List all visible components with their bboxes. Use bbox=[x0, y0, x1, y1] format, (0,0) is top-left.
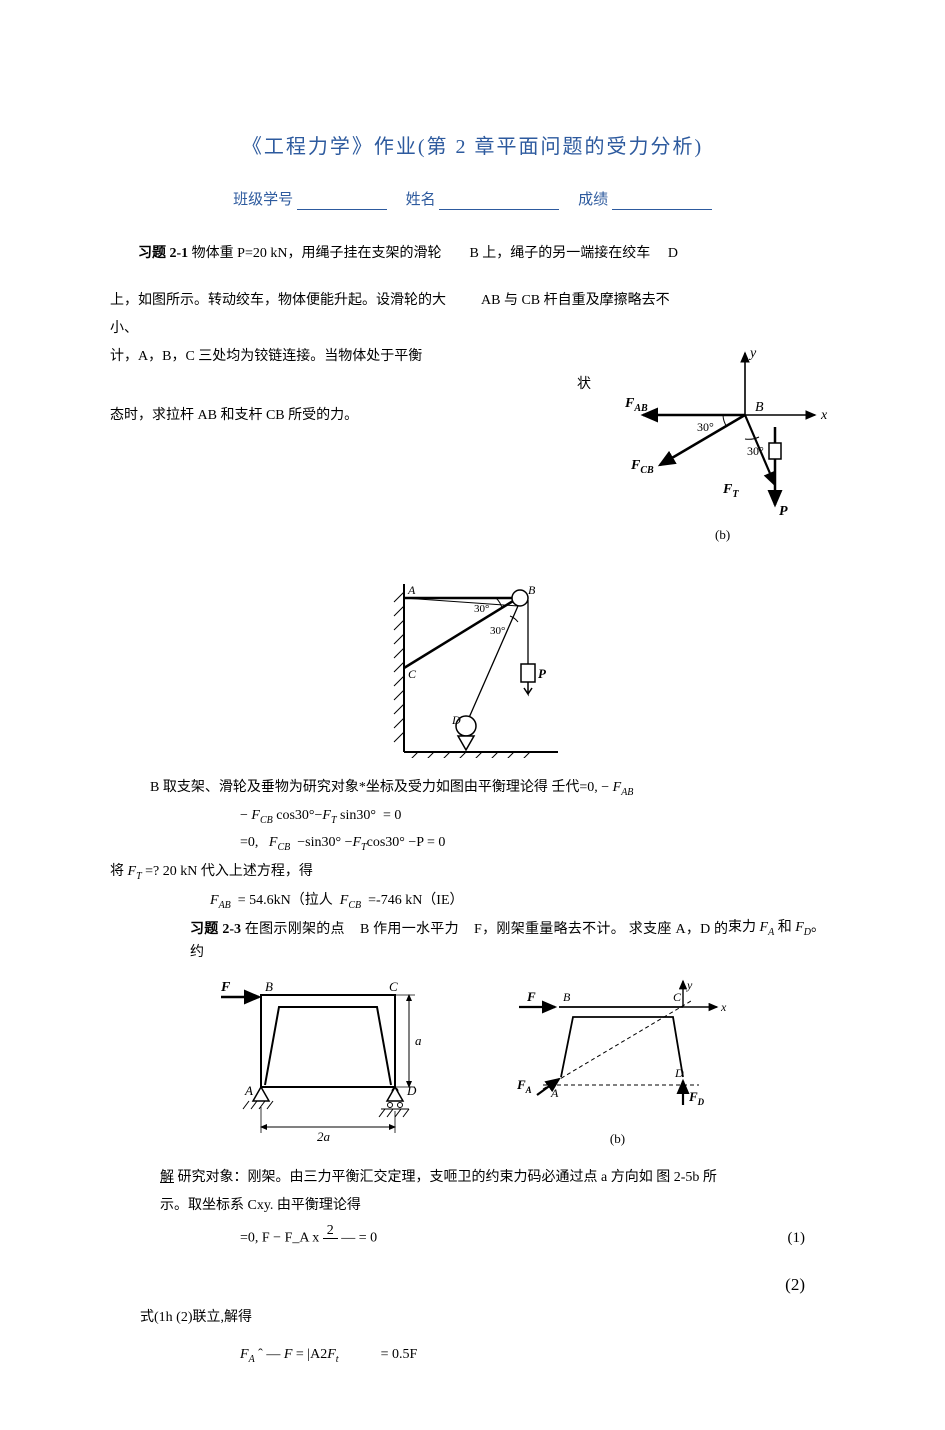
fig-2-1b-wrap: x y FAB FCB FT P 30° 30° B (b) bbox=[605, 345, 835, 554]
p21-line2: 上，如图所示。转动绞车，物体便能升起。设滑轮的大 AB 与 CB 杆自重及摩擦略… bbox=[110, 289, 835, 313]
lC3: C bbox=[389, 979, 398, 994]
cap-23b: (b) bbox=[503, 1128, 733, 1150]
fig-2-1b: x y FAB FCB FT P 30° 30° B (b) bbox=[605, 345, 835, 545]
p21-t1d: D bbox=[668, 246, 678, 261]
p23-t1b: B 作用一水平力 bbox=[360, 922, 459, 937]
lD3: D bbox=[406, 1083, 417, 1098]
score-blank[interactable] bbox=[612, 192, 712, 210]
p21-line1: 习题 2-1 物体重 P=20 kN，用绳子挂在支架的滑轮 B 上，绳子的另一端… bbox=[110, 242, 835, 266]
lA3b: A bbox=[550, 1086, 559, 1100]
lF3: F bbox=[526, 989, 536, 1004]
a30m: 30° bbox=[490, 625, 505, 637]
lP: P bbox=[538, 666, 547, 681]
p21-sol3: =0, FCB −sin30° −FTcos30° −P = 0 bbox=[240, 831, 835, 856]
p21-line2c: 小、 bbox=[110, 317, 835, 341]
p21-t3a: 计，A，B，C 三处均为铰链连接。当物体处于平衡 bbox=[110, 349, 422, 364]
p23-join: 式(1h (2)联立,解得 bbox=[140, 1306, 835, 1330]
p21-t2b: AB 与 CB 杆自重及摩擦略去不 bbox=[481, 293, 670, 308]
la: a bbox=[415, 1033, 422, 1048]
l2a: 2a bbox=[317, 1129, 331, 1144]
header-fields: 班级学号 姓名 成绩 bbox=[110, 188, 835, 214]
cap-b: (b) bbox=[715, 527, 730, 542]
lbl-a30-1: 30° bbox=[697, 420, 714, 434]
sol-u: 解 bbox=[160, 1170, 174, 1185]
lbl-x: x bbox=[820, 408, 828, 423]
p23-final: FA ˆ — F = |A2Ft = 0.5F bbox=[240, 1343, 835, 1368]
p21-sol4: 将 FT =? 20 kN 代入上述方程，得 bbox=[110, 860, 835, 885]
eq2-row: (2) bbox=[110, 1271, 835, 1300]
ly: y bbox=[686, 978, 693, 992]
lC: C bbox=[408, 667, 417, 681]
p23-sol-lead2: 示。取坐标系 Cxy. 由平衡理论得 bbox=[160, 1194, 835, 1218]
p21-sol-fab: FAB bbox=[613, 780, 634, 795]
lD3b: D bbox=[674, 1066, 684, 1080]
eq1m: — bbox=[341, 1230, 359, 1245]
lbl-B: B bbox=[755, 400, 764, 415]
sol-t2: 示。取坐标系 Cxy. 由平衡理论得 bbox=[160, 1198, 361, 1213]
p21-sol-lead: B 取支架、滑轮及垂物为研究对象*坐标及受力如图由平衡理论得 壬代=0, − bbox=[150, 780, 613, 795]
eq1-den bbox=[323, 1239, 338, 1253]
lbl-fcb: FCB bbox=[630, 458, 654, 476]
p21-sol5: FAB = 54.6kN（拉人 FCB =-746 kN（IE） bbox=[210, 889, 835, 914]
eq1-num: 2 bbox=[323, 1224, 338, 1239]
fig-2-3b: y x F FA FD B C A D bbox=[503, 977, 733, 1117]
fig-2-3a: F a 2a B C A D bbox=[213, 977, 433, 1147]
eq2-n: (2) bbox=[785, 1271, 835, 1300]
fig-2-3b-wrap: y x F FA FD B C A D (b) bbox=[503, 977, 733, 1150]
a30t: 30° bbox=[474, 603, 489, 615]
p21-sol2: − FCB cos30°−FT sin30° = 0 bbox=[240, 804, 835, 829]
lA: A bbox=[407, 583, 416, 597]
lB: B bbox=[528, 583, 536, 597]
lC3b: C bbox=[673, 990, 682, 1004]
lF: F bbox=[220, 980, 231, 995]
eq1-row: =0, F − F_A x 2 — = 0 (1) bbox=[110, 1222, 835, 1255]
eq1-n: (1) bbox=[788, 1226, 836, 1252]
lx: x bbox=[720, 1000, 727, 1014]
lD: D bbox=[451, 713, 461, 727]
lFA: FA bbox=[516, 1077, 532, 1095]
lFD: FD bbox=[688, 1089, 705, 1107]
fig-2-3-row: F a 2a B C A D bbox=[110, 977, 835, 1150]
score-label: 成绩 bbox=[578, 192, 608, 208]
p23-right-note: 束力 FA 和 FD。 bbox=[728, 916, 825, 941]
eq1-frac: 2 bbox=[323, 1224, 338, 1253]
class-id-label: 班级学号 bbox=[233, 192, 293, 208]
lbl-ft: FT bbox=[722, 482, 739, 500]
name-blank[interactable] bbox=[439, 192, 559, 210]
p21-label: 习题 2-1 bbox=[138, 246, 188, 261]
lbl-a30-2: 30° bbox=[747, 444, 764, 458]
p21-sol1: B 取支架、滑轮及垂物为研究对象*坐标及受力如图由平衡理论得 壬代=0, − F… bbox=[150, 776, 835, 801]
page-title: 《工程力学》作业(第 2 章平面问题的受力分析) bbox=[110, 130, 835, 164]
p23-label: 习题 2-3 bbox=[190, 922, 241, 937]
lbl-y: y bbox=[748, 346, 757, 361]
lB3b: B bbox=[563, 990, 571, 1004]
p21-t2a: 上，如图所示。转动绞车，物体便能升起。设滑轮的大 bbox=[110, 293, 446, 308]
fig-2-1-row: 30° 30° A B C D P bbox=[110, 578, 835, 758]
lbl-p: P bbox=[779, 504, 788, 519]
sol-t1: 研究对象：刚架。由三力平衡汇交定理，支咂卫的约束力码必通过点 a 方向如 图 2… bbox=[174, 1170, 717, 1185]
lB3: B bbox=[265, 979, 273, 994]
class-id-blank[interactable] bbox=[297, 192, 387, 210]
name-label: 姓名 bbox=[406, 192, 436, 208]
lA3: A bbox=[244, 1083, 253, 1098]
p23-sol-lead: 解 研究对象：刚架。由三力平衡汇交定理，支咂卫的约束力码必通过点 a 方向如 图… bbox=[160, 1166, 835, 1190]
lbl-fab: FAB bbox=[624, 396, 648, 414]
p21-t1a: 物体重 P=20 kN，用绳子挂在支架的滑轮 bbox=[192, 246, 442, 261]
eq1l: =0, F − F_A x bbox=[240, 1230, 323, 1245]
eq1: =0, F − F_A x 2 — = 0 bbox=[240, 1224, 377, 1253]
fig-2-1a: 30° 30° A B C D P bbox=[378, 578, 578, 758]
p21-t1b: B 上，绳子的另一端接在绞车 bbox=[469, 246, 650, 261]
p23-t1a: 在图示刚架的点 bbox=[245, 922, 345, 937]
